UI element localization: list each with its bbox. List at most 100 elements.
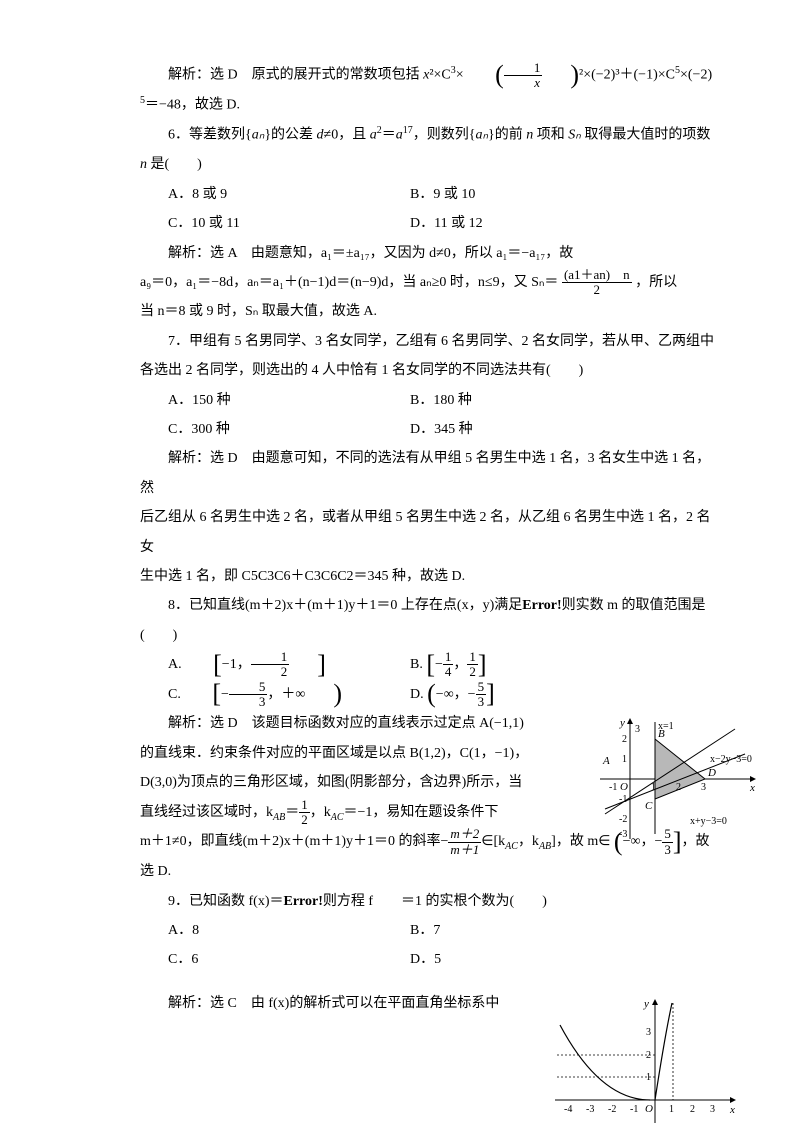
- tk: 3: [635, 724, 640, 735]
- d: 2: [299, 813, 310, 827]
- bracket-icon: [289, 655, 326, 676]
- q6-optB: B．9 或 10: [410, 180, 475, 209]
- q6-sol3: 当 n＝8 或 9 时，Sₙ 取最大值，故选 A.: [140, 297, 720, 326]
- t: 9．已知函数 f(x)＝: [168, 894, 284, 909]
- t: ≠0，且: [324, 128, 370, 143]
- d: 3: [476, 695, 487, 709]
- tk: -1: [609, 782, 617, 793]
- t: ＝: [285, 805, 299, 820]
- q9-optB: B．7: [410, 916, 440, 945]
- t: B.: [410, 657, 423, 672]
- n: 5: [476, 680, 487, 695]
- error-text: Error!: [284, 894, 323, 909]
- q5-t4: ×(−2): [680, 68, 712, 83]
- t: 17: [403, 125, 413, 136]
- ptD: D: [707, 767, 716, 779]
- ptO: O: [620, 781, 628, 793]
- eq2: x−2y−3=0: [710, 754, 752, 765]
- x-label: x: [729, 1104, 735, 1116]
- t: aₙ: [475, 128, 488, 143]
- tk: 3: [701, 782, 706, 793]
- t: a: [396, 128, 403, 143]
- q7-opts-ab: A．150 种B．180 种: [140, 386, 720, 415]
- tk: 3: [710, 1104, 715, 1115]
- q8-optD: D. −∞，−53: [410, 680, 495, 710]
- t: d: [317, 128, 324, 143]
- t: AC: [331, 811, 344, 822]
- q9-optC: C．6: [140, 945, 410, 974]
- q8-optC: C. −53，＋∞: [140, 680, 410, 710]
- tk: -4: [564, 1104, 572, 1115]
- q6-opts-cd: C．10 或 11D．11 或 12: [140, 209, 720, 238]
- paren-icon: [305, 684, 342, 705]
- t: C.: [168, 687, 181, 702]
- error-text: Error!: [522, 598, 561, 613]
- spacer: [140, 975, 720, 989]
- q9-opts-cd: C．6D．5: [140, 945, 720, 974]
- t: ，k: [518, 834, 539, 849]
- t: AB: [539, 841, 551, 852]
- O-label: O: [645, 1103, 653, 1115]
- q6-sol2: a₉＝0，a₁＝−8d，aₙ＝a₁＋(n−1)d＝(n−9)d，当 aₙ≥0 时…: [140, 268, 720, 298]
- d: 4: [443, 665, 454, 679]
- t: a₉＝0，a₁＝−8d，aₙ＝a₁＋(n−1)d＝(n−9)d，当 aₙ≥0 时…: [140, 275, 558, 290]
- q7-sol1: 解析：选 D 由题意可知，不同的选法有从甲组 5 名男生中选 1 名，3 名女生…: [140, 444, 720, 503]
- d: m＋1: [448, 843, 481, 857]
- y-label: y: [619, 717, 625, 729]
- f: 53: [476, 680, 487, 710]
- tk: -1: [619, 794, 627, 805]
- t: 8．已知直线(m＋2)x＋(m＋1)y＋1＝0 上存在点(x，y)满足: [168, 598, 522, 613]
- q5-t2: ×: [456, 68, 464, 83]
- bracket-icon: [426, 655, 435, 676]
- q9-optD: D．5: [410, 945, 441, 974]
- n: 1: [467, 650, 478, 665]
- q7-stem1: 7．甲组有 5 名男同学、3 名女同学，乙组有 6 名男同学、2 名女同学，若从…: [140, 327, 720, 356]
- q7-optA: A．150 种: [140, 386, 410, 415]
- q9-stem: 9．已知函数 f(x)＝Error!则方程 f ＝1 的实根个数为( ): [140, 887, 720, 916]
- n: 1: [251, 650, 290, 665]
- n: 1: [443, 650, 454, 665]
- q7-optD: D．345 种: [410, 415, 473, 444]
- t: Sₙ: [568, 128, 581, 143]
- n: (a1＋an) n: [562, 268, 632, 283]
- q8-stem: 8．已知直线(m＋2)x＋(m＋1)y＋1＝0 上存在点(x，y)满足Error…: [140, 591, 720, 650]
- bracket-icon: [184, 684, 221, 705]
- d: x: [504, 76, 543, 90]
- n: 1: [504, 61, 543, 76]
- t: ＝−1，易知在题设条件下: [344, 805, 499, 820]
- f: 12: [467, 650, 478, 680]
- tk: -2: [619, 814, 627, 825]
- t: 是( ): [147, 157, 202, 172]
- t: 项和: [533, 128, 568, 143]
- ptA: A: [602, 755, 610, 767]
- d: 3: [662, 843, 673, 857]
- q5-sol-text: 解析：选 D 原式的展开式的常数项包括: [168, 68, 423, 83]
- q5-sol: 解析：选 D 原式的展开式的常数项包括 x²×C3× 1x²×(−2)³＋(−1…: [140, 60, 720, 90]
- t: n: [140, 157, 147, 172]
- tk: 2: [676, 782, 681, 793]
- q8-opts-cd: C. −53，＋∞ D. −∞，−53: [140, 680, 720, 710]
- tk: 2: [690, 1104, 695, 1115]
- q9-optA: A．8: [140, 916, 410, 945]
- t: AB: [273, 811, 285, 822]
- t: ，＋∞: [267, 687, 305, 702]
- t: ，所以: [635, 275, 677, 290]
- t: ，: [453, 657, 467, 672]
- paren-r: [542, 65, 579, 86]
- f: 14: [443, 650, 454, 680]
- t: AC: [505, 841, 518, 852]
- t: A.: [168, 657, 182, 672]
- bracket-icon: [486, 684, 495, 705]
- tk: -2: [608, 1104, 616, 1115]
- q7-sol2: 后乙组从 6 名男生中选 2 名，或者从甲组 5 名男生中选 2 名，从乙组 6…: [140, 503, 720, 562]
- d: 3: [229, 695, 268, 709]
- q6-optC: C．10 或 11: [140, 209, 410, 238]
- q6-frac: (a1＋an) n2: [562, 268, 632, 298]
- q8-sol6: 选 D.: [140, 857, 720, 886]
- tk: 2: [622, 734, 627, 745]
- t: m＋1≠0，即直线(m＋2)x＋(m＋1)y＋1＝0 的斜率−: [140, 834, 448, 849]
- t: ，k: [310, 805, 331, 820]
- q6-stem: 6．等差数列{aₙ}的公差 d≠0，且 a2＝a17，则数列{aₙ}的前 n 项…: [140, 120, 720, 150]
- n: 1: [299, 798, 310, 813]
- q6-stem-l2: n 是( ): [140, 150, 720, 179]
